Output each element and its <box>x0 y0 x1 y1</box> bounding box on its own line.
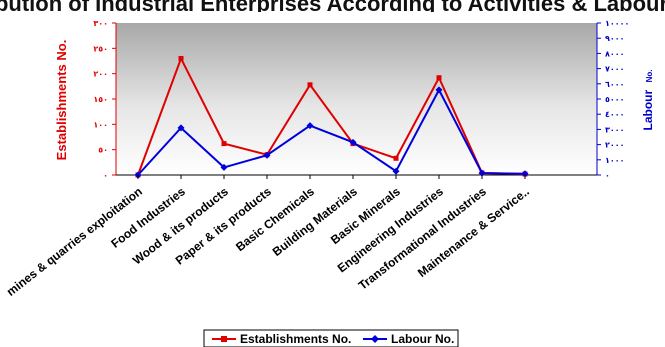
data-point <box>521 170 529 178</box>
right-tick-label: ١٠٠٠٠ <box>605 19 629 28</box>
data-point <box>178 55 184 61</box>
left-tick-label: ٢٠٠ <box>93 70 108 79</box>
legend-label-establishments: Establishments No. <box>240 332 351 346</box>
plot-area <box>116 23 597 175</box>
right-axis-label: Labour No. <box>639 69 656 130</box>
left-tick-label: ٢٥٠ <box>93 44 108 53</box>
chart-title: Distribution of Industrial Enterprises A… <box>0 0 665 16</box>
right-axis-ticks: ٠ ١٠٠٠ ٢٠٠٠ ٣٠٠٠ ٤٠٠٠ ٥٠٠٠ ٦٠٠٠ ٧٠٠٠ ٨٠٠٠ ٩٠٠٠ ١٠٠… <box>597 19 629 180</box>
data-point <box>392 167 400 175</box>
series-labour <box>134 86 529 179</box>
legend-marker-establishments <box>221 336 227 342</box>
data-point <box>435 86 443 94</box>
data-point <box>306 122 314 130</box>
data-point <box>307 82 313 88</box>
data-point <box>478 169 486 177</box>
left-tick-label: ٠ <box>103 171 108 180</box>
right-tick-label: ٥٠٠٠ <box>605 95 625 104</box>
left-tick-label: ٣٠٠ <box>93 19 108 28</box>
right-tick-label: ١٠٠٠ <box>605 156 625 165</box>
right-tick-label: ٠ <box>605 171 610 180</box>
right-tick-label: ٣٠٠٠ <box>605 125 625 134</box>
legend: Establishments No. Labour No. <box>203 329 459 347</box>
right-tick-label: ٧٠٠٠ <box>605 65 625 74</box>
left-tick-label: ٥٠ <box>98 146 108 155</box>
series-line <box>137 87 526 176</box>
data-point <box>220 163 228 171</box>
series-layer <box>134 55 529 179</box>
left-tick-label: ١٥٠ <box>93 95 108 104</box>
data-point <box>349 138 357 146</box>
left-axis-ticks: ٠ ٥٠ ١٠٠ ١٥٠ ٢٠٠ ٢٥٠ ٣٠٠ <box>93 19 116 180</box>
data-point <box>177 124 185 132</box>
data-point <box>393 155 399 161</box>
left-tick-label: ١٠٠ <box>93 120 108 129</box>
left-axis-label: Establishments No. <box>54 40 69 161</box>
x-tick-label: Food Industries <box>108 184 188 251</box>
data-point <box>263 151 271 159</box>
legend-label-labour: Labour No. <box>391 332 454 346</box>
right-tick-label: ٤٠٠٠ <box>605 110 625 119</box>
legend-marker-labour <box>371 335 379 343</box>
right-tick-label: ٦٠٠٠ <box>605 80 625 89</box>
series-line <box>137 55 526 176</box>
data-point <box>221 141 227 147</box>
legend-box <box>203 329 459 347</box>
right-tick-label: ٩٠٠٠ <box>605 34 625 43</box>
right-tick-label: ٢٠٠٠ <box>605 141 625 150</box>
right-tick-label: ٨٠٠٠ <box>605 49 625 58</box>
data-point <box>436 75 442 81</box>
